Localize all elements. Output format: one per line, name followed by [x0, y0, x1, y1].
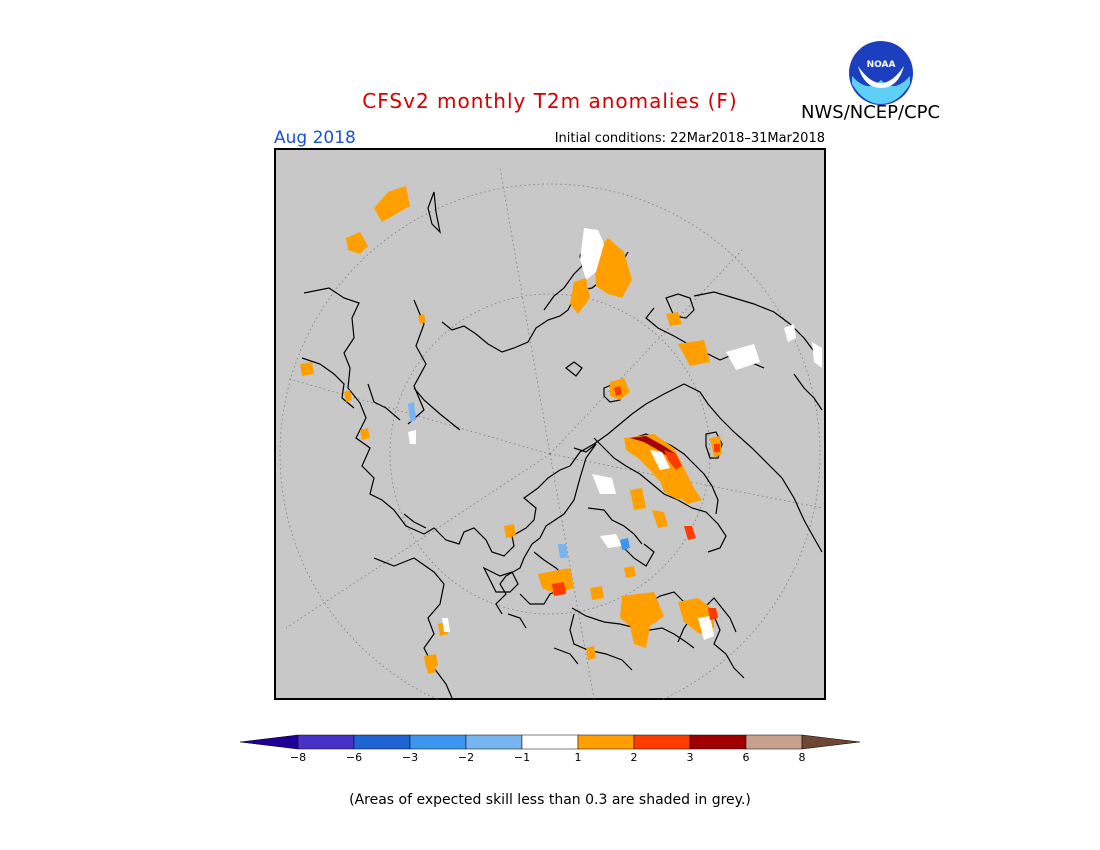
noaa-logo: NOAA [848, 40, 914, 110]
noaa-logo-text: NOAA [867, 60, 896, 70]
longitude-lines [285, 167, 823, 700]
legend-tick-label: −6 [345, 751, 363, 764]
anomaly-area-neutral [812, 342, 822, 368]
anomaly-area-hot [552, 582, 566, 596]
anomaly-area-warm [418, 314, 426, 324]
anomaly-area-warm [360, 428, 370, 440]
anomaly-area-hot [708, 608, 718, 620]
anomaly-area-warm [570, 278, 590, 314]
anomaly-area-warm [658, 474, 688, 500]
anomaly-area-warm [538, 568, 574, 594]
valid-month: Aug 2018 [274, 128, 356, 148]
initial-conditions: Initial conditions: 22Mar2018–31Mar2018 [554, 131, 825, 146]
legend-tick-label: 6 [742, 751, 750, 764]
legend-colorbar [239, 733, 862, 773]
legend-bin [409, 734, 467, 750]
legend-bin-triangle-high [801, 734, 861, 750]
anomaly-area-cool [558, 544, 568, 558]
anomaly-area-warm [504, 524, 516, 538]
anomaly-area-warm [590, 586, 604, 600]
legend-tick-label: 3 [686, 751, 694, 764]
legend-bin [633, 734, 691, 750]
anomaly-area-warm [426, 662, 436, 674]
legend-tick-label: 2 [630, 751, 638, 764]
anomaly-area-warm [594, 238, 632, 298]
anomaly-area-hot [684, 526, 696, 540]
legend-tick-label: −3 [401, 751, 419, 764]
anomaly-area-warm [300, 362, 314, 376]
anomaly-area-warm [374, 186, 410, 222]
anomaly-area-warm [678, 340, 710, 366]
legend-bin-triangle-low [239, 734, 299, 750]
anomaly-area-hot [614, 386, 622, 396]
anomaly-area-warm [666, 312, 682, 326]
anomaly-area-hot [714, 444, 720, 452]
anomaly-area-hot [664, 450, 682, 470]
anomaly-area-cool [620, 538, 630, 550]
legend-bin [577, 734, 635, 750]
legend-tick-label: −2 [457, 751, 475, 764]
anomaly-area-warm [624, 566, 636, 578]
anomaly-area-neutral [726, 344, 760, 370]
anomaly-area-neutral [600, 534, 622, 548]
legend-bin [353, 734, 411, 750]
anomaly-area-neutral [698, 616, 714, 640]
legend-bin [521, 734, 579, 750]
anomaly-area-very-hot [630, 436, 676, 458]
anomaly-area-neutral [442, 618, 450, 632]
legend-bin [745, 734, 803, 750]
skill-footnote: (Areas of expected skill less than 0.3 a… [349, 792, 751, 808]
legend-bin [297, 734, 355, 750]
skill-mask-background [274, 148, 826, 700]
legend-bin [689, 734, 747, 750]
anomaly-area-warm [652, 510, 668, 528]
anomaly-area-warm [586, 646, 596, 660]
anomaly-area-neutral [408, 430, 416, 444]
anomaly-areas [300, 186, 822, 674]
anomaly-area-neutral [650, 450, 670, 470]
anomaly-area-neutral [580, 228, 604, 280]
anomaly-area-warm [344, 390, 352, 402]
agency-label: NWS/NCEP/CPC [801, 102, 941, 123]
anomaly-area-cool [408, 402, 416, 422]
anomaly-area-warm [346, 232, 368, 254]
legend-tick-label: −8 [289, 751, 307, 764]
anomaly-area-warm [630, 488, 646, 510]
map-title: CFSv2 monthly T2m anomalies (F) [362, 89, 738, 113]
legend-tick-label: 8 [798, 751, 806, 764]
legend-tick-label: −1 [513, 751, 531, 764]
anomaly-area-neutral [784, 324, 796, 342]
anomaly-area-warm [620, 592, 664, 648]
legend-tick-label: 1 [574, 751, 582, 764]
anomaly-area-neutral [592, 474, 616, 494]
polar-map [274, 148, 826, 725]
legend-bin [465, 734, 523, 750]
